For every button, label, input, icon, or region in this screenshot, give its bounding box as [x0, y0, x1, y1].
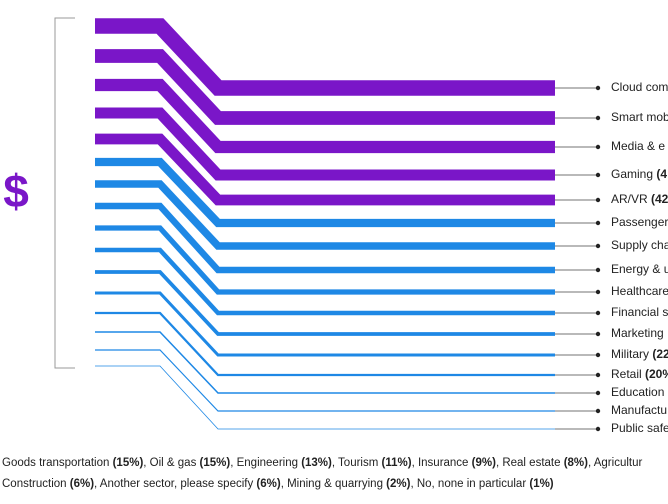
dot: [595, 197, 601, 203]
bracket: [54, 17, 75, 369]
category-label: Passenger: [611, 215, 668, 229]
dot: [595, 172, 601, 178]
category-name: Manufactu: [611, 403, 667, 417]
flow-line: [95, 247, 555, 316]
category-label: Education: [611, 385, 664, 399]
flow-line: [95, 349, 555, 412]
category-name: Energy & u: [611, 262, 668, 276]
category-name: Media & e: [611, 139, 665, 153]
footer-pct: (15%): [199, 457, 231, 469]
footer-text: , Engineering: [230, 457, 302, 469]
category-name: Education: [611, 385, 664, 399]
footer-pct: (13%): [301, 457, 332, 469]
flow-line: [95, 49, 555, 125]
category-label: Cloud com: [611, 80, 668, 94]
category-name: Cloud com: [611, 80, 668, 94]
category-pct: (42: [651, 192, 668, 206]
category-name: Smart mob: [611, 110, 668, 124]
dot: [595, 267, 601, 273]
footer-text: Construction: [2, 478, 70, 490]
footer-line: Construction (6%), Another sector, pleas…: [2, 478, 554, 490]
dot: [595, 144, 601, 150]
category-label: Gaming (4: [611, 167, 667, 181]
category-label: Military (22: [611, 347, 668, 361]
footer-text: , Agricultur: [587, 457, 643, 469]
category-label: AR/VR (42: [611, 192, 668, 206]
dot: [595, 331, 601, 337]
category-name: Healthcare: [611, 284, 668, 298]
category-label: Retail (20%: [611, 367, 668, 381]
flow-line: [95, 270, 555, 336]
category-pct: (20%: [645, 367, 668, 381]
category-pct: (4: [656, 167, 667, 181]
dot: [595, 85, 601, 91]
category-name: Financial s: [611, 305, 668, 319]
dot: [595, 310, 601, 316]
footer-text: Goods transportation: [2, 457, 113, 469]
flow-line: [95, 202, 555, 274]
category-label: Financial s: [611, 305, 668, 319]
dot: [595, 352, 601, 358]
category-label: Public safe: [611, 421, 668, 435]
dot: [595, 220, 601, 226]
category-label: Energy & u: [611, 262, 668, 276]
dollar-symbol: $: [3, 165, 29, 217]
dot: [595, 115, 601, 121]
category-name: Gaming: [611, 167, 656, 181]
footer-pct: (15%): [112, 457, 144, 469]
footer-pct: (9%): [471, 457, 496, 469]
flow-line: [95, 107, 555, 181]
flow-line: [95, 291, 555, 357]
dot: [595, 426, 601, 432]
dot: [595, 289, 601, 295]
footer-pct: (8%): [563, 457, 588, 469]
category-label: Supply cha: [611, 238, 668, 252]
category-name: Passenger: [611, 215, 668, 229]
category-name: Marketing: [611, 326, 664, 340]
footer-text: , No, none in particular: [410, 478, 530, 490]
category-name: Military: [611, 347, 652, 361]
category-label: Media & e: [611, 139, 665, 153]
footer-line: Goods transportation (15%), Oil & gas (1…: [2, 457, 642, 469]
footer-pct: (6%): [256, 478, 281, 490]
flow-line: [95, 311, 555, 377]
dot: [595, 408, 601, 414]
footer-text: , Tourism: [331, 457, 382, 469]
category-name: Supply cha: [611, 238, 668, 252]
category-name: Public safe: [611, 421, 668, 435]
footer-text: , Oil & gas: [143, 457, 200, 469]
category-label: Marketing: [611, 326, 664, 340]
flow-line: [95, 180, 555, 250]
dot: [595, 372, 601, 378]
flow-line: [95, 133, 555, 206]
category-pct: (22: [652, 347, 668, 361]
footer-text: , Another sector, please specify: [94, 478, 257, 490]
flow-line: [95, 225, 555, 295]
chart: $ Cloud com Smart mob Media & e Gaming (4 AR…: [3, 17, 668, 435]
footer-text: , Insurance: [411, 457, 472, 469]
category-label: Smart mob: [611, 110, 668, 124]
flow-line: [95, 365, 555, 430]
footer-pct: (1%): [529, 478, 554, 490]
flow-line: [95, 18, 555, 96]
category-label: Healthcare: [611, 284, 668, 298]
dot: [595, 390, 601, 396]
footer-text: , Mining & quarrying: [280, 478, 387, 490]
dot: [595, 243, 601, 249]
footer-pct: (6%): [69, 478, 95, 490]
footer-pct: (11%): [381, 457, 412, 469]
category-name: AR/VR: [611, 192, 651, 206]
flow-line: [95, 157, 555, 228]
category-name: Retail: [611, 367, 645, 381]
flow-line: [95, 331, 555, 394]
footer-text: , Real estate: [495, 457, 564, 469]
flow-line: [95, 78, 555, 154]
category-label: Manufactu: [611, 403, 667, 417]
footer-pct: (2%): [386, 478, 411, 490]
